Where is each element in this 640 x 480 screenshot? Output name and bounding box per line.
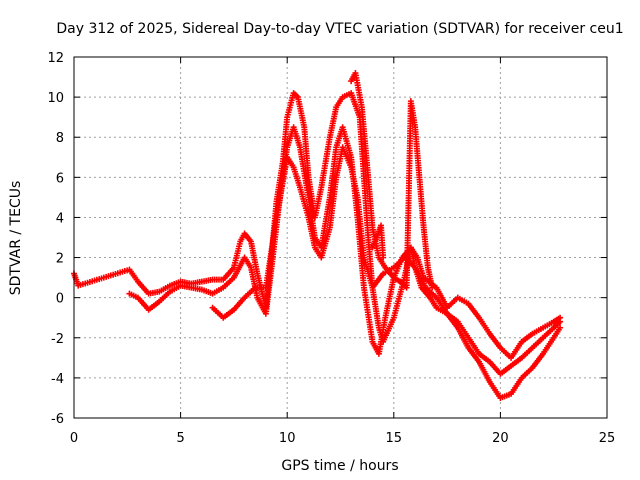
x-tick-label: 5: [176, 431, 184, 446]
plot-frame: [73, 56, 608, 419]
x-tick-label: 0: [70, 431, 78, 446]
y-tick-label: -4: [51, 372, 64, 387]
data-point: [557, 318, 564, 325]
y-tick-label: 12: [47, 51, 64, 66]
axis-ticks: 0 5 10 15 20 25 -6 -4 -2 0 2 4 6 8 10 12: [47, 51, 615, 446]
x-tick-label: 20: [492, 431, 509, 446]
y-axis-label: SDTVAR / TECUs: [8, 181, 24, 296]
grid-lines: [74, 57, 607, 418]
x-tick-label: 25: [599, 431, 616, 446]
y-tick-label: 8: [56, 131, 64, 146]
x-axis-label: GPS time / hours: [281, 458, 398, 474]
y-tick-label: 4: [56, 211, 64, 226]
x-tick-label: 10: [279, 431, 296, 446]
data-points: [71, 70, 564, 401]
x-tick-label: 15: [386, 431, 403, 446]
data-point: [429, 284, 436, 291]
y-tick-label: 6: [56, 171, 64, 186]
y-tick-label: 2: [56, 252, 64, 267]
data-point: [380, 254, 387, 261]
data-point: [557, 324, 564, 331]
y-tick-label: 0: [56, 292, 64, 307]
y-tick-label: -6: [51, 412, 64, 427]
y-tick-label: 10: [47, 91, 64, 106]
chart-title: Day 312 of 2025, Sidereal Day-to-day VTE…: [56, 21, 623, 37]
y-tick-label: -2: [51, 332, 64, 347]
